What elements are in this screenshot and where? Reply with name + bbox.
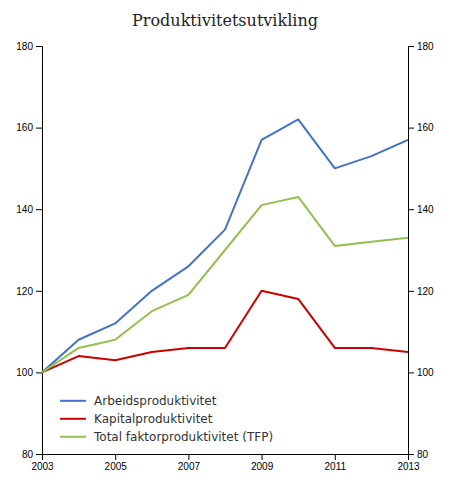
y-axis-tick-mark	[36, 372, 42, 373]
y2-axis-tick: 140	[408, 204, 434, 215]
x-axis-tick: 2007	[178, 454, 201, 472]
legend: Arbeidsproduktivitet Kapitalproduktivitet…	[60, 394, 273, 444]
y2-axis-tick-mark	[408, 209, 414, 210]
x-axis: 2003 2005 2007 2009 2011 2013	[31, 454, 420, 472]
x-axis-tick-mark	[115, 454, 116, 460]
chart-title: Produktivitetsutvikling	[132, 11, 318, 30]
y2-axis-tick-mark	[408, 46, 414, 47]
y2-axis-tick-mark	[408, 372, 414, 373]
y-axis-tick: 80	[22, 449, 42, 460]
x-axis-tick-label: 2013	[397, 461, 420, 472]
y2-axis-line	[409, 47, 415, 455]
legend-item: Arbeidsproduktivitet	[60, 394, 217, 408]
series-line	[42, 119, 408, 372]
series-line	[42, 291, 408, 373]
legend-label: Total faktorproduktivitet (TFP)	[93, 430, 273, 444]
y-axis-tick-label: 120	[16, 286, 33, 297]
chart-svg: Produktivitetsutvikling20032005200720092…	[0, 0, 450, 484]
legend-swatch	[60, 436, 86, 438]
y-axis: 80 100 120 140 160 180	[16, 41, 42, 460]
x-axis-tick: 2005	[105, 454, 128, 472]
y-axis-tick-label: 140	[16, 204, 33, 215]
y2-axis-tick: 120	[408, 286, 434, 297]
y-axis-tick: 120	[16, 286, 42, 297]
legend-label: Kapitalproduktivitet	[94, 412, 213, 426]
x-axis-line	[43, 455, 409, 461]
y2-axis: 80 100 120 140 160 180	[408, 41, 434, 460]
x-axis-tick: 2009	[251, 454, 274, 472]
y-axis-tick-mark	[36, 128, 42, 129]
y-axis-tick-label: 80	[22, 449, 34, 460]
y2-axis-tick-mark	[408, 291, 414, 292]
y-axis-tick: 140	[16, 204, 42, 215]
legend-item: Kapitalproduktivitet	[60, 412, 213, 426]
y-axis-tick-label: 180	[16, 41, 33, 52]
y2-axis-tick-label: 80	[417, 449, 429, 460]
x-axis-tick-label: 2009	[251, 461, 274, 472]
y-axis-line	[36, 47, 43, 455]
y2-axis-tick-label: 160	[417, 122, 434, 133]
y-axis-tick-mark	[36, 291, 42, 292]
legend-label: Arbeidsproduktivitet	[94, 394, 217, 408]
y2-axis-tick: 180	[408, 41, 434, 52]
legend-swatch	[60, 418, 86, 420]
y-axis-tick: 100	[16, 367, 42, 378]
y2-axis-tick-label: 140	[417, 204, 434, 215]
y2-axis-tick-label: 100	[417, 367, 434, 378]
series-line	[42, 197, 408, 372]
y2-axis-tick-label: 180	[417, 41, 434, 52]
x-axis-tick-label: 2007	[178, 461, 201, 472]
y-axis-tick-mark	[36, 454, 42, 455]
y-axis-tick: 180	[16, 41, 42, 52]
x-axis-tick-label: 2005	[105, 461, 128, 472]
y2-axis-tick-mark	[408, 454, 414, 455]
legend-item: Total faktorproduktivitet (TFP)	[60, 430, 273, 444]
legend-swatch	[60, 400, 86, 402]
y-axis-tick: 160	[16, 122, 42, 133]
y-axis-tick-label: 160	[16, 122, 33, 133]
x-axis-tick-mark	[262, 454, 263, 460]
x-axis-tick-mark	[188, 454, 189, 460]
x-axis-tick-label: 2003	[31, 461, 54, 472]
y2-axis-tick: 160	[408, 122, 434, 133]
x-axis-tick-mark	[335, 454, 336, 460]
y-axis-tick-mark	[36, 46, 42, 47]
y2-axis-tick-label: 120	[417, 286, 434, 297]
y2-axis-tick: 80	[408, 449, 429, 460]
y-axis-tick-mark	[36, 209, 42, 210]
x-axis-tick: 2011	[325, 454, 347, 472]
x-axis-tick-label: 2011	[325, 461, 347, 472]
plot-area	[42, 119, 408, 372]
y2-axis-tick-mark	[408, 128, 414, 129]
x-axis-tick: 2003	[31, 454, 54, 472]
y-axis-tick-label: 100	[16, 367, 33, 378]
y2-axis-tick: 100	[408, 367, 434, 378]
